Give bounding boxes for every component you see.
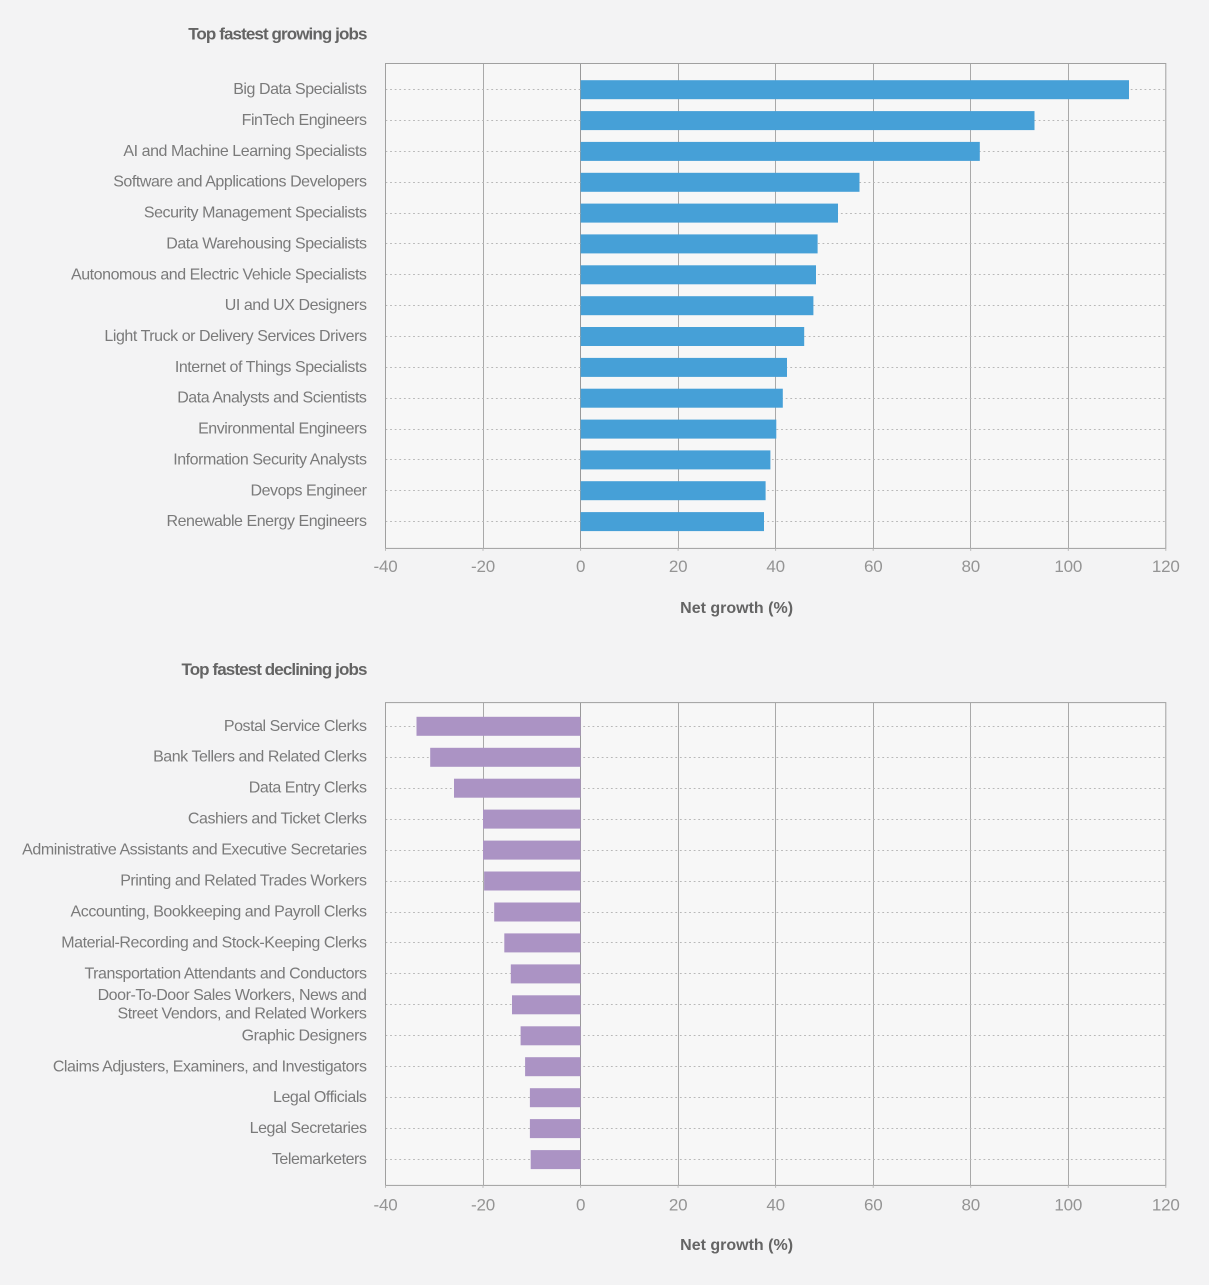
- svg-text:Printing and Related Trades Wo: Printing and Related Trades Workers: [120, 873, 367, 890]
- svg-text:40: 40: [766, 557, 785, 576]
- svg-text:Autonomous and Electric Vehicl: Autonomous and Electric Vehicle Speciali…: [71, 266, 367, 283]
- svg-text:Legal Secretaries: Legal Secretaries: [250, 1120, 367, 1137]
- svg-text:Street Vendors, and Related Wo: Street Vendors, and Related Workers: [118, 1005, 367, 1022]
- svg-text:Graphic Designers: Graphic Designers: [242, 1027, 367, 1044]
- svg-text:120: 120: [1152, 1196, 1180, 1215]
- svg-text:Material-Recording and Stock-K: Material-Recording and Stock-Keeping Cle…: [61, 934, 367, 951]
- svg-text:60: 60: [864, 1196, 883, 1215]
- svg-text:Transportation Attendants and: Transportation Attendants and Conductors: [84, 965, 366, 982]
- svg-text:Legal Officials: Legal Officials: [273, 1089, 367, 1106]
- svg-text:Net growth (%): Net growth (%): [680, 600, 793, 617]
- svg-text:-40: -40: [374, 557, 398, 576]
- svg-text:AI and Machine Learning Specia: AI and Machine Learning Specialists: [123, 143, 367, 160]
- svg-text:Data Analysts and Scientists: Data Analysts and Scientists: [177, 390, 367, 407]
- svg-text:Big Data Specialists: Big Data Specialists: [233, 81, 367, 98]
- svg-text:Administrative Assistants and: Administrative Assistants and Executive …: [22, 842, 367, 859]
- svg-text:Cashiers and Ticket Clerks: Cashiers and Ticket Clerks: [188, 811, 367, 828]
- svg-text:100: 100: [1054, 1196, 1082, 1215]
- svg-text:Telemarketers: Telemarketers: [272, 1151, 367, 1168]
- svg-text:Data Entry Clerks: Data Entry Clerks: [249, 780, 367, 797]
- svg-text:100: 100: [1054, 557, 1082, 576]
- svg-text:Information Security Analysts: Information Security Analysts: [173, 451, 367, 468]
- svg-text:Devops Engineer: Devops Engineer: [251, 482, 368, 499]
- svg-text:Bank Tellers and Related Clerk: Bank Tellers and Related Clerks: [153, 749, 367, 766]
- svg-text:Accounting, Bookkeeping and Pa: Accounting, Bookkeeping and Payroll Cler…: [71, 904, 367, 921]
- svg-text:Claims Adjusters, Examiners, a: Claims Adjusters, Examiners, and Investi…: [53, 1058, 367, 1075]
- svg-text:80: 80: [961, 557, 980, 576]
- svg-text:UI and UX Designers: UI and UX Designers: [225, 297, 367, 314]
- svg-text:Postal Service Clerks: Postal Service Clerks: [224, 718, 367, 735]
- svg-text:Software and Applications Deve: Software and Applications Developers: [113, 174, 367, 191]
- svg-text:Net growth (%): Net growth (%): [680, 1237, 793, 1254]
- svg-text:0: 0: [576, 557, 585, 576]
- svg-text:Data Warehousing Specialists: Data Warehousing Specialists: [166, 235, 367, 252]
- svg-text:Door-To-Door Sales Workers, Ne: Door-To-Door Sales Workers, News and: [98, 987, 367, 1004]
- svg-text:Top fastest declining jobs: Top fastest declining jobs: [181, 660, 366, 679]
- svg-text:40: 40: [766, 1196, 785, 1215]
- svg-text:-20: -20: [471, 557, 495, 576]
- svg-text:20: 20: [669, 557, 688, 576]
- svg-text:Environmental Engineers: Environmental Engineers: [198, 421, 367, 438]
- svg-text:80: 80: [961, 1196, 980, 1215]
- svg-text:Internet of Things Specialists: Internet of Things Specialists: [175, 359, 367, 376]
- svg-text:-40: -40: [374, 1196, 398, 1215]
- svg-text:Renewable Energy Engineers: Renewable Energy Engineers: [167, 513, 367, 530]
- svg-text:0: 0: [576, 1196, 585, 1215]
- svg-text:20: 20: [669, 1196, 688, 1215]
- svg-text:FinTech Engineers: FinTech Engineers: [242, 112, 367, 129]
- svg-text:Security Management Specialist: Security Management Specialists: [144, 205, 367, 222]
- svg-text:Top fastest growing jobs: Top fastest growing jobs: [188, 24, 367, 43]
- svg-text:60: 60: [864, 557, 883, 576]
- svg-text:Light Truck or Delivery Servic: Light Truck or Delivery Services Drivers: [104, 328, 367, 345]
- svg-text:-20: -20: [471, 1196, 495, 1215]
- svg-text:120: 120: [1152, 557, 1180, 576]
